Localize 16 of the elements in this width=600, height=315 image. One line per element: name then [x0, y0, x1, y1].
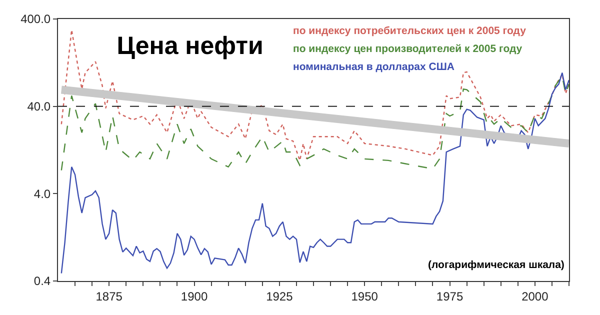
annotation: (логарифмическая шкала)	[428, 259, 564, 271]
y-tick-label: 400.0	[20, 12, 51, 26]
y-tick-label: 40.0	[27, 100, 51, 114]
x-tick-label: 1950	[351, 289, 378, 304]
x-tick-label: 2000	[522, 289, 549, 304]
line-series	[60, 72, 569, 274]
text: по индексу цен производителей к 2005 году	[293, 43, 522, 55]
y-tick-label: 0.4	[34, 274, 51, 288]
text: Цена нефти	[116, 32, 264, 60]
x-tick-label: 1900	[180, 289, 208, 304]
x-tick-label: 1925	[266, 289, 294, 304]
x-tick-label: 1975	[436, 289, 464, 304]
x-tick-label: 1875	[96, 289, 123, 304]
y-tick-label: 4.0	[34, 186, 51, 201]
text: номинальная в долларах США	[293, 61, 455, 73]
text: по индексу потребительских цен к 2005 году	[293, 25, 526, 37]
